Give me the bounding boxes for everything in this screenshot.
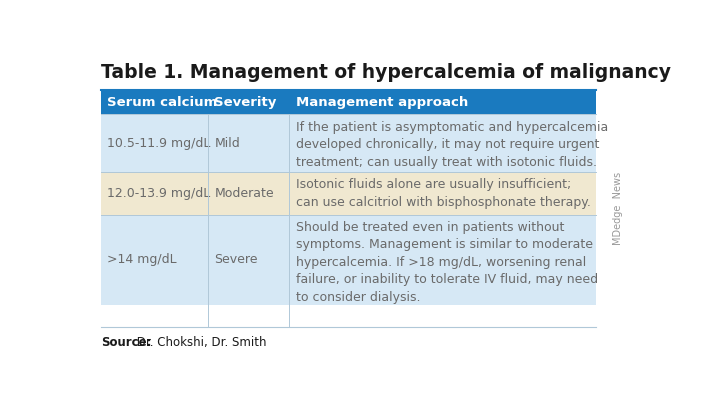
Text: Table 1. Management of hypercalcemia of malignancy: Table 1. Management of hypercalcemia of …: [101, 63, 671, 82]
Bar: [101, 172, 596, 215]
Text: 10.5-11.9 mg/dL: 10.5-11.9 mg/dL: [107, 137, 210, 150]
Bar: [101, 114, 596, 172]
Text: MDedge  News: MDedge News: [613, 172, 623, 245]
Text: Isotonic fluids alone are usually insufficient;
can use calcitriol with bisphosp: Isotonic fluids alone are usually insuff…: [296, 178, 590, 209]
Bar: [101, 90, 596, 114]
Text: 12.0-13.9 mg/dL: 12.0-13.9 mg/dL: [107, 187, 210, 200]
Text: Severity: Severity: [215, 95, 276, 109]
Text: Should be treated even in patients without
symptoms. Management is similar to mo: Should be treated even in patients witho…: [296, 221, 598, 304]
Text: Serum calcium: Serum calcium: [107, 95, 217, 109]
Text: Source:: Source:: [101, 336, 151, 349]
Text: Dr. Chokshi, Dr. Smith: Dr. Chokshi, Dr. Smith: [133, 336, 267, 349]
Text: Management approach: Management approach: [296, 95, 468, 109]
Text: If the patient is asymptomatic and hypercalcemia
developed chronically, it may n: If the patient is asymptomatic and hyper…: [296, 121, 608, 169]
Text: Mild: Mild: [215, 137, 240, 150]
Text: Severe: Severe: [215, 253, 258, 266]
Text: >14 mg/dL: >14 mg/dL: [107, 253, 176, 266]
Text: Moderate: Moderate: [215, 187, 274, 200]
Bar: [101, 215, 596, 305]
